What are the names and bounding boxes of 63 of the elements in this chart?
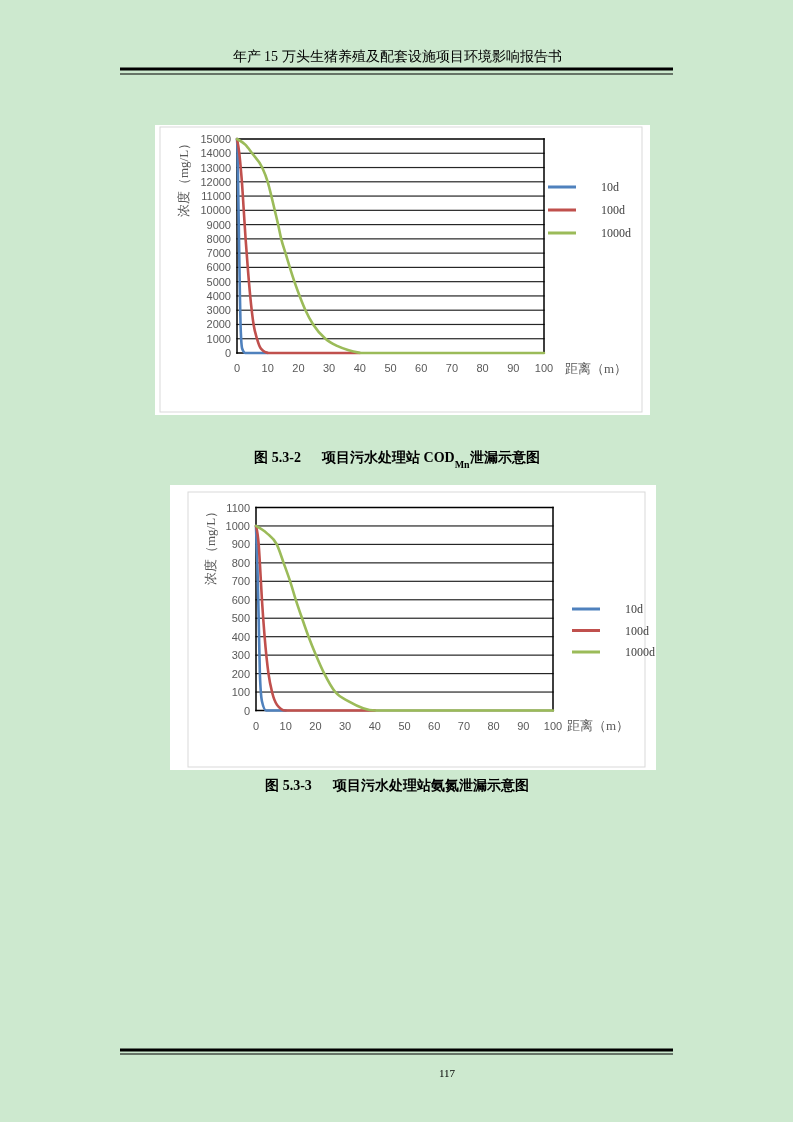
y-tick-label: 800 xyxy=(231,556,250,569)
y-tick-label: 300 xyxy=(231,649,250,662)
x-axis-title: 距离（m） xyxy=(565,360,628,376)
y-tick-label: 15000 xyxy=(200,133,231,145)
y-tick-label: 8000 xyxy=(206,232,231,245)
y-tick-label: 6000 xyxy=(206,261,231,274)
y-tick-label: 400 xyxy=(231,630,250,643)
x-tick-label: 60 xyxy=(415,362,428,374)
text: 图 5.3-2 项目污水处理站 COD$_{Mn}$泄漏示意图 xyxy=(254,449,540,470)
y-tick-label: 900 xyxy=(231,538,250,551)
y-tick-label: 100 xyxy=(231,686,250,699)
text: 年产 15 万头生猪养殖及配套设施项目环境影响报告书 xyxy=(232,49,562,64)
x-tick-label: 80 xyxy=(476,362,489,374)
x-tick-label: 100 xyxy=(543,719,563,732)
x-tick-label: 30 xyxy=(322,362,336,374)
y-tick-label: 11000 xyxy=(201,190,231,203)
x-tick-label: 20 xyxy=(292,362,305,374)
y-tick-label: 7000 xyxy=(206,247,231,260)
legend-label: 1000d xyxy=(625,645,655,659)
y-tick-label: 2000 xyxy=(206,318,231,331)
x-tick-label: 20 xyxy=(309,719,322,732)
legend-label: 100d xyxy=(625,623,649,638)
y-axis-title: 浓度（mg/L） xyxy=(202,504,218,586)
text: 117 xyxy=(438,1067,456,1079)
x-tick-label: 10 xyxy=(261,362,274,374)
x-tick-label: 90 xyxy=(507,362,520,374)
y-tick-label: 700 xyxy=(231,575,250,588)
x-tick-label: 100 xyxy=(534,362,554,374)
legend-label: 100d xyxy=(601,203,625,217)
legend-label: 10d xyxy=(625,602,643,616)
y-tick-label: 12000 xyxy=(200,175,231,188)
y-tick-label: 200 xyxy=(231,667,250,680)
x-tick-label: 90 xyxy=(517,719,530,732)
y-tick-label: 14000 xyxy=(200,147,231,160)
legend-label: 10d xyxy=(601,180,619,194)
y-axis-title: 浓度（mg/L） xyxy=(175,136,191,218)
y-tick-label: 9000 xyxy=(206,218,231,231)
x-tick-label: 0 xyxy=(252,719,260,732)
legend-label: 1000d xyxy=(601,226,631,240)
text: 图 5.3-3 项目污水处理站氨氮泄漏示意图 xyxy=(265,777,529,793)
x-tick-label: 30 xyxy=(338,719,352,732)
x-tick-label: 10 xyxy=(279,719,292,732)
y-tick-label: 0 xyxy=(243,704,250,717)
x-tick-label: 70 xyxy=(457,719,471,732)
y-tick-label: 1100 xyxy=(226,501,250,514)
x-tick-label: 40 xyxy=(353,362,366,374)
y-tick-label: 3000 xyxy=(206,304,231,317)
x-axis-title: 距离（m） xyxy=(567,717,630,733)
y-tick-label: 5000 xyxy=(206,275,231,288)
y-tick-label: 1000 xyxy=(206,332,231,345)
x-tick-label: 50 xyxy=(398,719,411,732)
y-tick-label: 10000 xyxy=(200,204,231,217)
y-tick-label: 1000 xyxy=(225,519,250,532)
y-tick-label: 4000 xyxy=(206,289,231,302)
x-tick-label: 50 xyxy=(384,362,397,374)
y-tick-label: 13000 xyxy=(200,161,231,174)
y-tick-label: 0 xyxy=(224,347,231,359)
y-tick-label: 500 xyxy=(231,612,250,625)
x-tick-label: 70 xyxy=(445,362,459,374)
x-tick-label: 80 xyxy=(487,719,500,732)
x-tick-label: 40 xyxy=(368,719,381,732)
x-tick-label: 60 xyxy=(428,719,441,732)
y-tick-label: 600 xyxy=(231,593,250,606)
